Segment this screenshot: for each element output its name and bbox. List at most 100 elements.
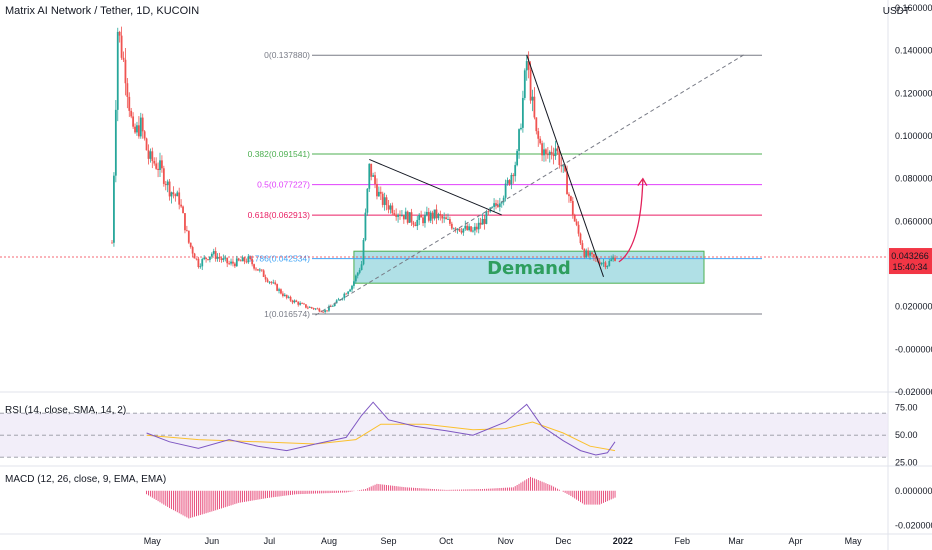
candle-body [518, 129, 520, 151]
candle-body [310, 307, 313, 309]
candle-body [552, 154, 555, 157]
candle-body [149, 151, 152, 159]
candle-body [402, 215, 405, 220]
y-tick-label: 0.120000 [895, 88, 932, 98]
candle-body [387, 205, 390, 210]
candle-body [506, 180, 509, 184]
candle-body [118, 31, 121, 36]
candle-body [608, 261, 611, 266]
candle-body [399, 214, 401, 216]
candle-body [203, 257, 206, 260]
candle-body [433, 209, 436, 219]
candle-body [598, 261, 601, 265]
candle-body [337, 299, 340, 301]
candle-body [155, 163, 158, 169]
candle-body [376, 184, 378, 197]
candle-body [389, 205, 392, 210]
candle-body [228, 263, 231, 265]
candle-body [441, 215, 444, 219]
candle-body [395, 214, 398, 217]
candle-body [230, 261, 232, 264]
candle-body [224, 257, 227, 259]
candle-body [111, 242, 113, 244]
chart-title: Matrix AI Network / Tether, 1D, KUCOIN [5, 5, 200, 17]
candle-body [569, 196, 572, 201]
y-tick-label: -0.000000 [895, 344, 932, 354]
rsi-line [146, 401, 616, 456]
candle-body [566, 171, 568, 195]
candle-body [199, 266, 202, 268]
y-tick-label: 0.160000 [895, 3, 932, 13]
candle-body [285, 294, 288, 298]
candle-body [130, 110, 133, 117]
macd-title: MACD (12, 26, close, 9, EMA, EMA) [5, 474, 167, 485]
candle-body [189, 242, 192, 248]
x-tick-label: Nov [498, 536, 515, 546]
x-tick-label: May [144, 536, 162, 546]
candle-body [347, 291, 350, 294]
candle-body [393, 213, 396, 215]
candle-body [268, 281, 271, 283]
candle-body [216, 256, 219, 259]
candle-body [116, 31, 119, 110]
candle-body [470, 226, 472, 232]
candle-body [379, 191, 382, 194]
candle-body [502, 197, 505, 203]
candle-body [207, 259, 209, 260]
candle-body [575, 221, 578, 225]
macd-tick-label: -0.020000 [895, 520, 932, 530]
candle-body [516, 150, 519, 166]
candle-body [437, 213, 440, 219]
candle-body [554, 148, 557, 157]
fib-level-label: 0.618(0.062913) [248, 210, 311, 220]
candle-body [493, 203, 495, 207]
rsi-title: RSI (14, close, SMA, 14, 2) [5, 405, 127, 416]
candle-body [343, 293, 346, 299]
candle-body [495, 203, 497, 205]
candle-body [283, 294, 286, 296]
candle-body [235, 258, 238, 267]
rsi-tick-label: 50.00 [895, 430, 918, 440]
candle-body [222, 258, 225, 260]
candle-body [170, 192, 173, 197]
candle-body [126, 83, 129, 97]
candle-body [113, 175, 115, 243]
candle-body [358, 270, 361, 273]
candle-body [293, 300, 296, 303]
x-tick-label: Sep [380, 536, 396, 546]
candle-body [412, 222, 415, 225]
candle-body [445, 217, 447, 220]
candle-body [214, 251, 217, 259]
candle-body [164, 183, 167, 186]
candle-body [504, 183, 507, 198]
candle-body [114, 109, 117, 176]
candle-body [562, 165, 565, 167]
candle-body [297, 301, 300, 305]
candle-body [546, 154, 549, 156]
candle-body [418, 214, 421, 220]
candle-body [132, 116, 135, 127]
candle-body [372, 175, 375, 177]
rsi-tick-label: 25.00 [895, 458, 918, 468]
candle-body [537, 131, 540, 139]
y-tick-label: 0.060000 [895, 216, 932, 226]
x-tick-label: Apr [789, 536, 803, 546]
candle-body [550, 151, 553, 155]
candle-body [299, 303, 302, 305]
candle-body [187, 230, 190, 243]
candle-body [435, 209, 438, 219]
price-badge-countdown: 15:40:34 [892, 262, 927, 272]
candle-body [460, 231, 463, 233]
x-tick-label: Dec [555, 536, 572, 546]
candle-body [220, 258, 223, 260]
candle-body [314, 308, 317, 310]
candle-body [264, 276, 267, 280]
candle-body [145, 138, 148, 151]
candle-body [383, 197, 386, 205]
x-tick-label: Jul [264, 536, 276, 546]
candle-body [270, 281, 273, 283]
arrow-head [637, 177, 648, 187]
price-badge-value: 0.043266 [891, 251, 929, 261]
x-tick-label: Mar [728, 536, 744, 546]
